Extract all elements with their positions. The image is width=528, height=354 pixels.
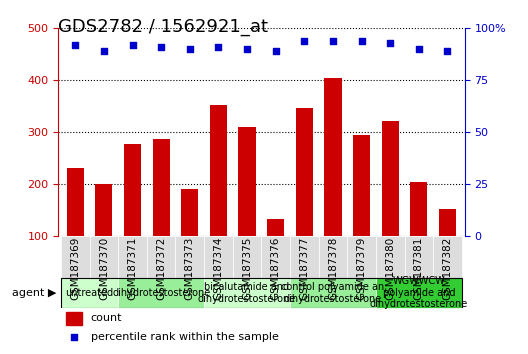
Text: GSM187370: GSM187370 [99,237,109,300]
Text: GSM187382: GSM187382 [442,237,452,301]
Text: GSM187372: GSM187372 [156,237,166,301]
Text: GSM187373: GSM187373 [185,237,195,301]
Text: GSM187369: GSM187369 [70,237,80,301]
Point [71,42,80,48]
FancyBboxPatch shape [347,236,376,278]
FancyBboxPatch shape [318,236,347,278]
Point [414,46,423,52]
Bar [67,168,84,289]
FancyBboxPatch shape [204,278,290,308]
Point [100,48,108,54]
FancyBboxPatch shape [376,278,462,308]
Point [128,42,137,48]
Text: GSM187375: GSM187375 [242,237,252,301]
FancyBboxPatch shape [261,236,290,278]
Bar [324,78,342,289]
Point [271,48,280,54]
Point [386,40,394,46]
Point [300,38,308,44]
Point [70,334,79,340]
FancyBboxPatch shape [233,236,261,278]
Text: count: count [91,313,122,324]
Bar [124,144,141,289]
Text: WGWWCW
polyamide and
dihydrotestosterone: WGWWCW polyamide and dihydrotestosterone [370,276,468,309]
FancyBboxPatch shape [61,236,90,278]
FancyBboxPatch shape [290,278,376,308]
FancyBboxPatch shape [90,236,118,278]
FancyBboxPatch shape [175,236,204,278]
Point [243,46,251,52]
Text: dihydrotestosterone: dihydrotestosterone [112,288,210,298]
FancyBboxPatch shape [204,236,233,278]
Bar [353,135,370,289]
Text: GSM187374: GSM187374 [213,237,223,301]
Bar [296,108,313,289]
Bar [181,189,199,289]
Text: GSM187378: GSM187378 [328,237,338,301]
Point [357,38,366,44]
Point [329,38,337,44]
FancyBboxPatch shape [404,236,433,278]
Point [214,44,223,50]
Bar [239,127,256,289]
Bar [210,105,227,289]
Text: GSM187377: GSM187377 [299,237,309,301]
Bar [267,219,284,289]
Bar [153,139,169,289]
FancyBboxPatch shape [376,236,404,278]
Text: bicalutamide and
dihydrotestosterone: bicalutamide and dihydrotestosterone [198,282,296,303]
FancyBboxPatch shape [290,236,318,278]
FancyBboxPatch shape [118,236,147,278]
Bar [439,209,456,289]
FancyBboxPatch shape [433,236,462,278]
Text: control polyamide an
dihydrotestosterone: control polyamide an dihydrotestosterone [281,282,384,303]
Point [157,44,165,50]
Point [185,46,194,52]
Point [443,48,451,54]
Text: GSM187380: GSM187380 [385,237,395,300]
Bar [382,121,399,289]
FancyBboxPatch shape [118,278,204,308]
FancyBboxPatch shape [147,236,175,278]
Text: GSM187371: GSM187371 [128,237,137,301]
Text: GSM187379: GSM187379 [356,237,366,301]
Text: GSM187381: GSM187381 [414,237,424,301]
Bar [95,184,112,289]
Text: agent ▶: agent ▶ [12,288,56,298]
Bar [66,312,82,325]
Text: untreated: untreated [65,288,114,298]
Text: percentile rank within the sample: percentile rank within the sample [91,332,278,342]
Text: GSM187376: GSM187376 [271,237,281,301]
Bar [410,182,428,289]
FancyBboxPatch shape [61,278,118,308]
Text: GDS2782 / 1562921_at: GDS2782 / 1562921_at [58,18,268,36]
